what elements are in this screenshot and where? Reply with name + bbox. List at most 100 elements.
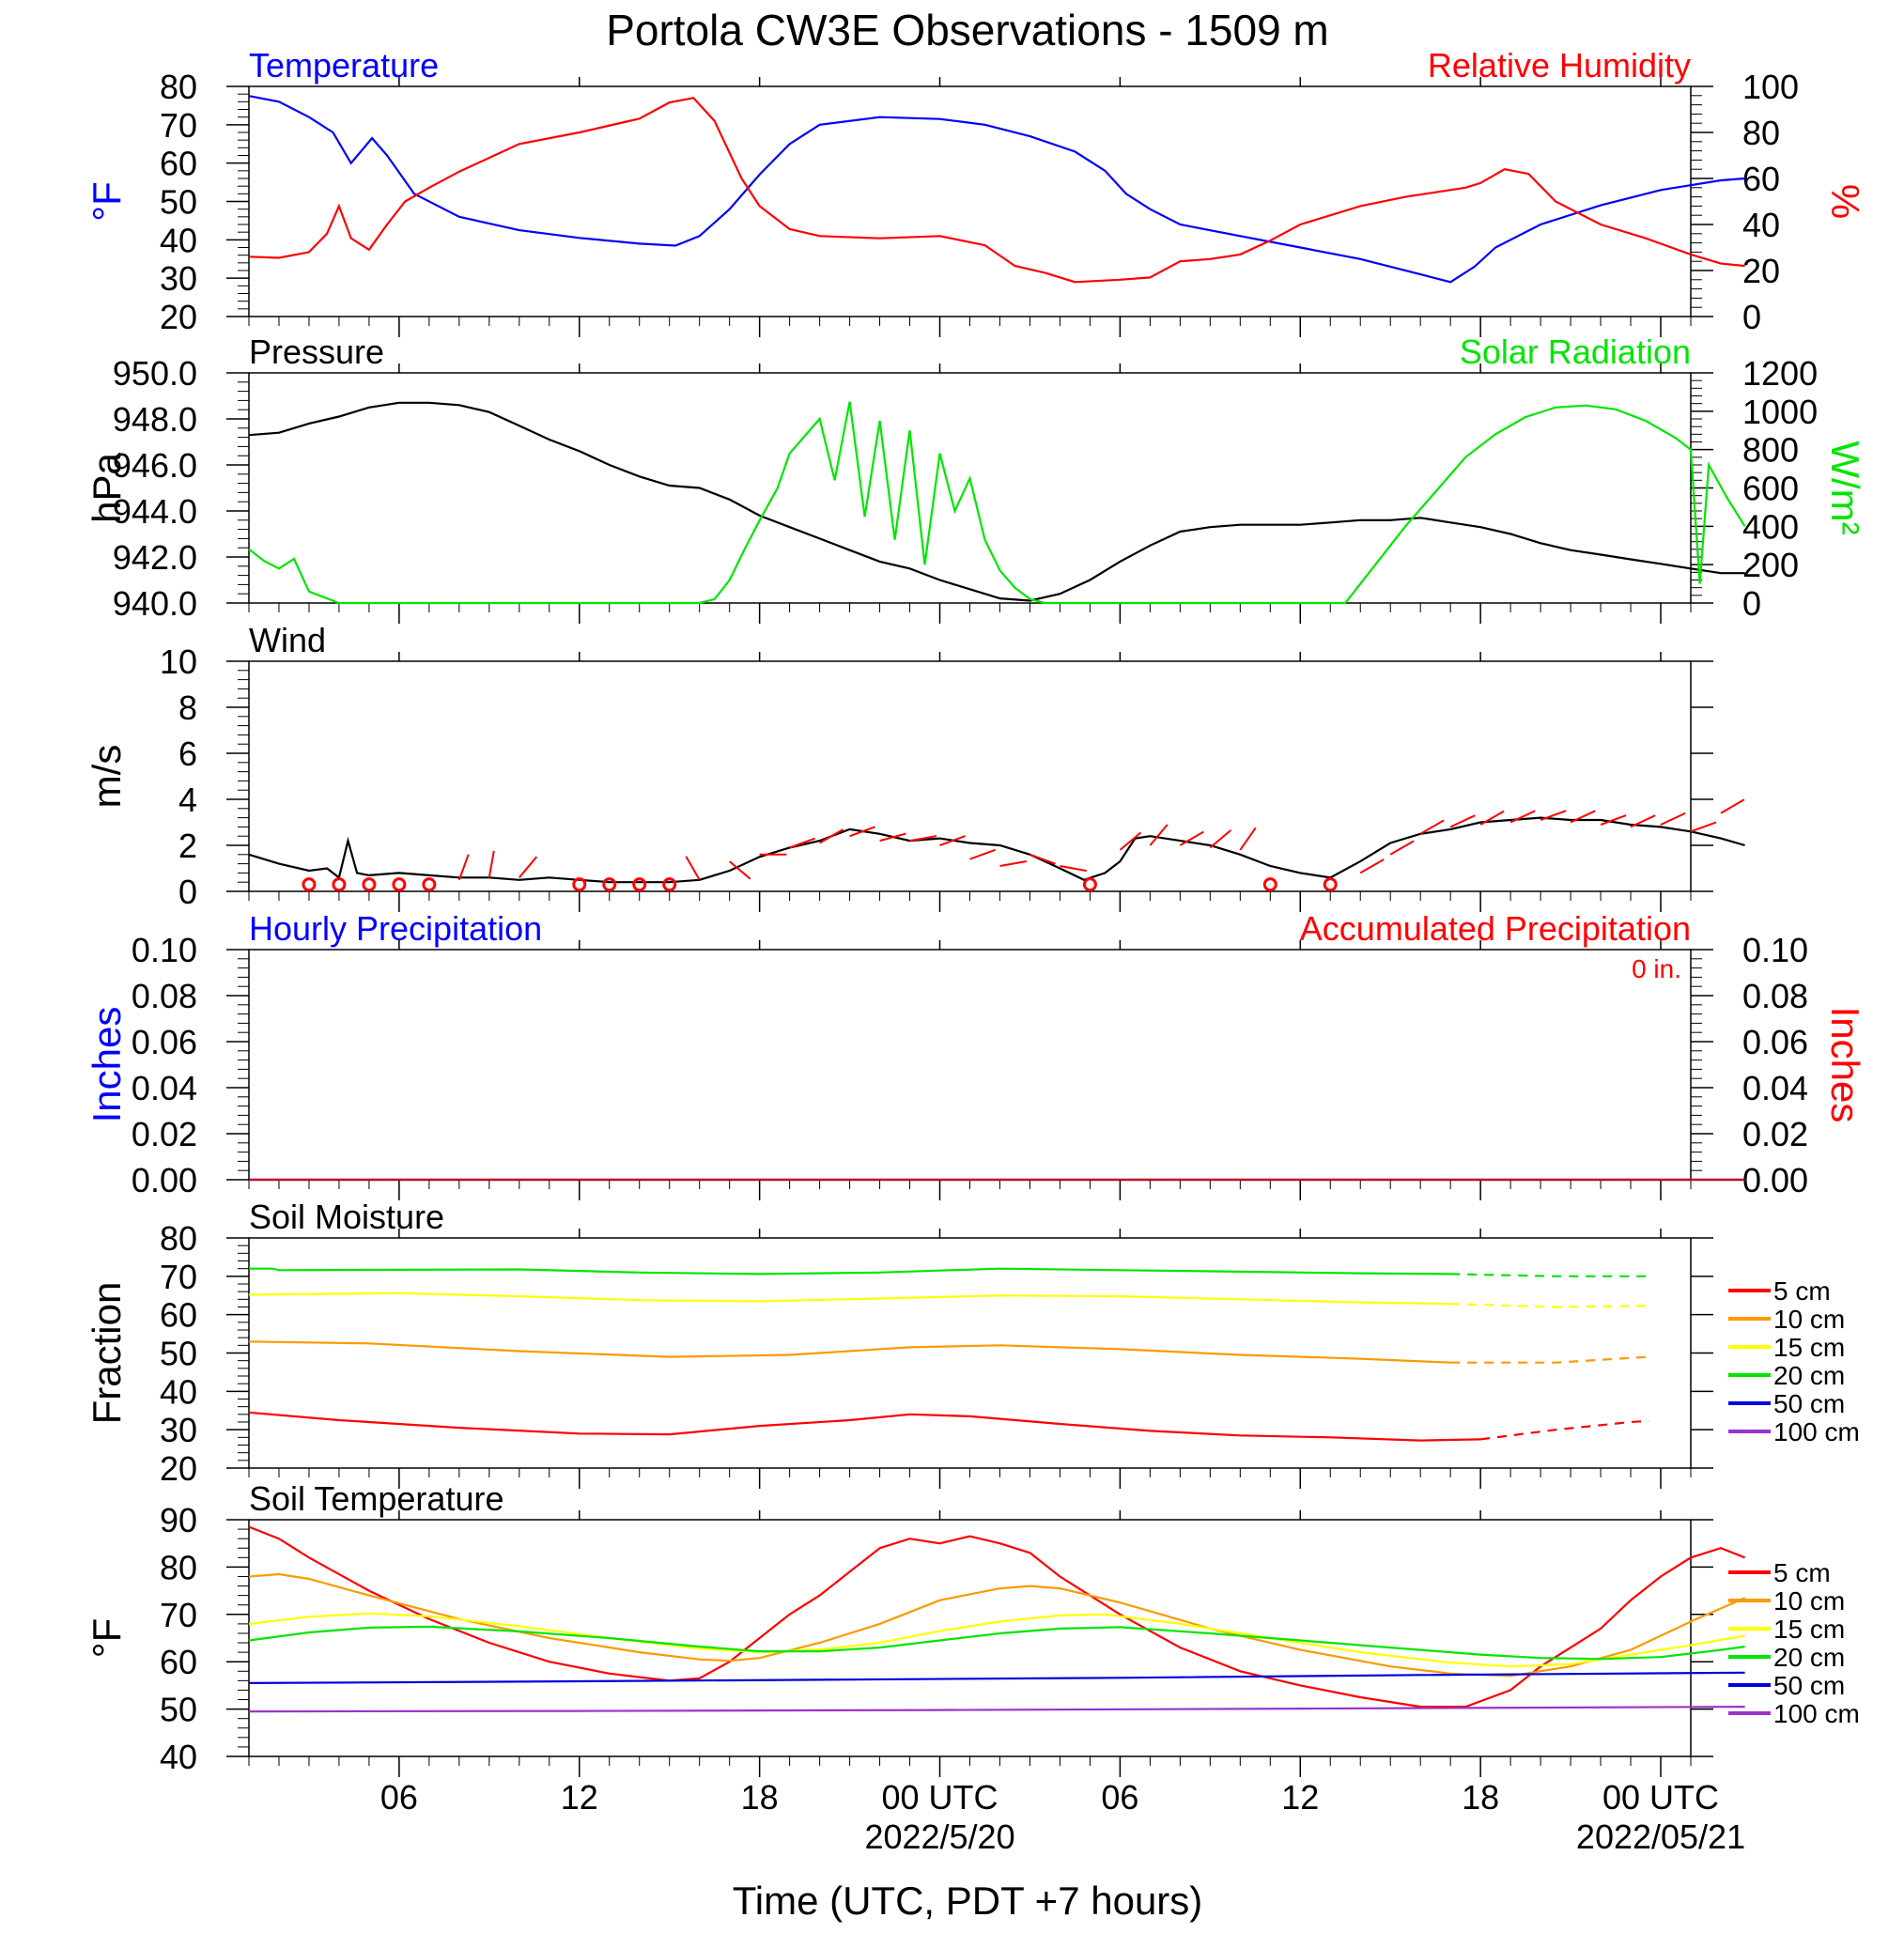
wind-barb <box>1179 830 1204 846</box>
y-tick-label-right: 80 <box>1742 114 1780 152</box>
figure-title: Portola CW3E Observations - 1509 m <box>606 6 1329 54</box>
wind-barb <box>488 850 495 878</box>
wind-barb <box>1209 829 1232 849</box>
panel-title-left: Soil Temperature <box>249 1479 503 1518</box>
y-tick-label-left: 4 <box>178 781 197 819</box>
x-tick-label: 06 <box>1101 1778 1138 1817</box>
wind-barb <box>729 860 751 880</box>
wind-barb <box>1600 814 1627 826</box>
series-line-20-cm <box>248 1625 1745 1661</box>
series-line-50-cm <box>248 1671 1745 1685</box>
y-axis-label-right: Inches <box>1823 1007 1867 1123</box>
series-line-Solar-Radiation <box>248 401 1746 605</box>
legend-label: 5 cm <box>1773 1558 1831 1587</box>
y-tick-label-right: 400 <box>1742 507 1799 546</box>
y-tick-label-left: 30 <box>160 1411 197 1449</box>
x-tick-label: 18 <box>741 1778 779 1817</box>
y-tick-label-right: 200 <box>1742 546 1799 584</box>
x-date-label: 2022/5/20 <box>864 1817 1014 1856</box>
series-line-dashed-10-cm <box>1450 1355 1649 1364</box>
series-line-Wind <box>248 816 1745 884</box>
y-tick-label-left: 0.04 <box>132 1069 197 1107</box>
wind-barb <box>1479 810 1505 826</box>
series-line-5-cm <box>248 1411 1481 1442</box>
y-tick-label-left: 8 <box>178 688 197 727</box>
calm-wind-marker <box>362 877 377 892</box>
y-tick-label-left: 80 <box>160 68 197 106</box>
calm-wind-marker <box>1082 877 1097 892</box>
y-tick-label-right: 0.10 <box>1742 931 1808 969</box>
y-tick-label-left: 940.0 <box>113 584 197 623</box>
legend-label: 100 cm <box>1773 1417 1860 1446</box>
panel-title-right: Accumulated Precipitation <box>1300 909 1691 948</box>
wind-barb <box>457 854 470 881</box>
y-tick-label-left: 90 <box>160 1501 197 1539</box>
wind-barb <box>789 837 816 849</box>
y-tick-label-right: 1200 <box>1742 354 1818 393</box>
y-tick-label-left: 946.0 <box>113 446 197 485</box>
wind-barb <box>1570 810 1596 824</box>
y-tick-label-right: 600 <box>1742 470 1799 508</box>
y-tick-label-left: 0.08 <box>132 977 197 1015</box>
x-tick-label: 12 <box>1281 1778 1319 1817</box>
series-line-5-cm <box>248 1525 1746 1709</box>
wind-barb <box>519 856 538 878</box>
y-tick-label-left: 30 <box>160 259 197 298</box>
wind-barb <box>1239 827 1257 851</box>
wind-barb <box>879 832 906 843</box>
panel-title-left: Wind <box>249 621 326 659</box>
wind-barb <box>969 848 996 860</box>
wind-barb <box>685 856 701 881</box>
y-tick-label-right: 100 <box>1742 68 1799 106</box>
y-tick-label-right: 20 <box>1742 252 1780 290</box>
y-tick-label-left: 20 <box>160 298 197 336</box>
y-tick-label-left: 0 <box>178 873 197 911</box>
y-tick-label-left: 50 <box>160 1335 197 1373</box>
x-date-label: 2022/05/21 <box>1576 1817 1745 1856</box>
legend-label: 20 cm <box>1773 1643 1845 1672</box>
series-line-Relative-Humidity <box>248 97 1745 284</box>
calm-wind-marker <box>632 877 647 892</box>
legend-label: 10 cm <box>1773 1305 1845 1334</box>
wind-barb <box>939 835 966 846</box>
panel-title-left: Hourly Precipitation <box>249 909 542 948</box>
y-tick-label-left: 50 <box>160 1691 197 1729</box>
y-tick-label-left: 70 <box>160 1258 197 1296</box>
wind-barb <box>1029 853 1056 865</box>
y-tick-label-left: 0.10 <box>132 931 197 969</box>
y-tick-label-left: 0.02 <box>132 1115 197 1153</box>
y-tick-label-left: 70 <box>160 106 197 145</box>
legend-label: 5 cm <box>1773 1276 1831 1306</box>
y-axis-label-left: m/s <box>85 745 129 809</box>
accumulated-total: 0 in. <box>1632 954 1681 983</box>
wind-barb <box>1149 824 1169 846</box>
y-tick-label-right: 0 <box>1742 298 1761 336</box>
calm-wind-marker <box>422 877 437 892</box>
y-tick-label-left: 0.00 <box>132 1161 197 1199</box>
y-axis-label-right: W/m² <box>1823 441 1867 534</box>
y-tick-label-left: 6 <box>178 735 197 773</box>
panel-pressure_solar: 950.0 948.0 946.0 944.0 942.0 940.0 1200100080… <box>85 332 1867 624</box>
wind-barb <box>1509 810 1536 824</box>
wind-barb <box>1690 821 1717 833</box>
x-tick-label: 18 <box>1462 1778 1499 1817</box>
y-tick-label-right: 800 <box>1742 431 1799 470</box>
y-tick-label-left: 40 <box>160 1738 197 1776</box>
y-tick-label-left: 2 <box>178 827 197 865</box>
x-tick-label: 12 <box>561 1778 598 1817</box>
y-tick-label-right: 1000 <box>1742 393 1818 431</box>
calm-wind-marker <box>1262 877 1277 892</box>
series-line-dashed-20-cm <box>1450 1273 1649 1277</box>
wind-barb <box>1389 840 1415 856</box>
y-tick-label-left: 60 <box>160 145 197 183</box>
y-tick-label-left: 948.0 <box>113 400 197 439</box>
y-tick-label-left: 60 <box>160 1643 197 1681</box>
legend-label: 15 cm <box>1773 1615 1845 1644</box>
calm-wind-marker <box>662 877 677 892</box>
y-tick-label-left: 20 <box>160 1449 197 1488</box>
